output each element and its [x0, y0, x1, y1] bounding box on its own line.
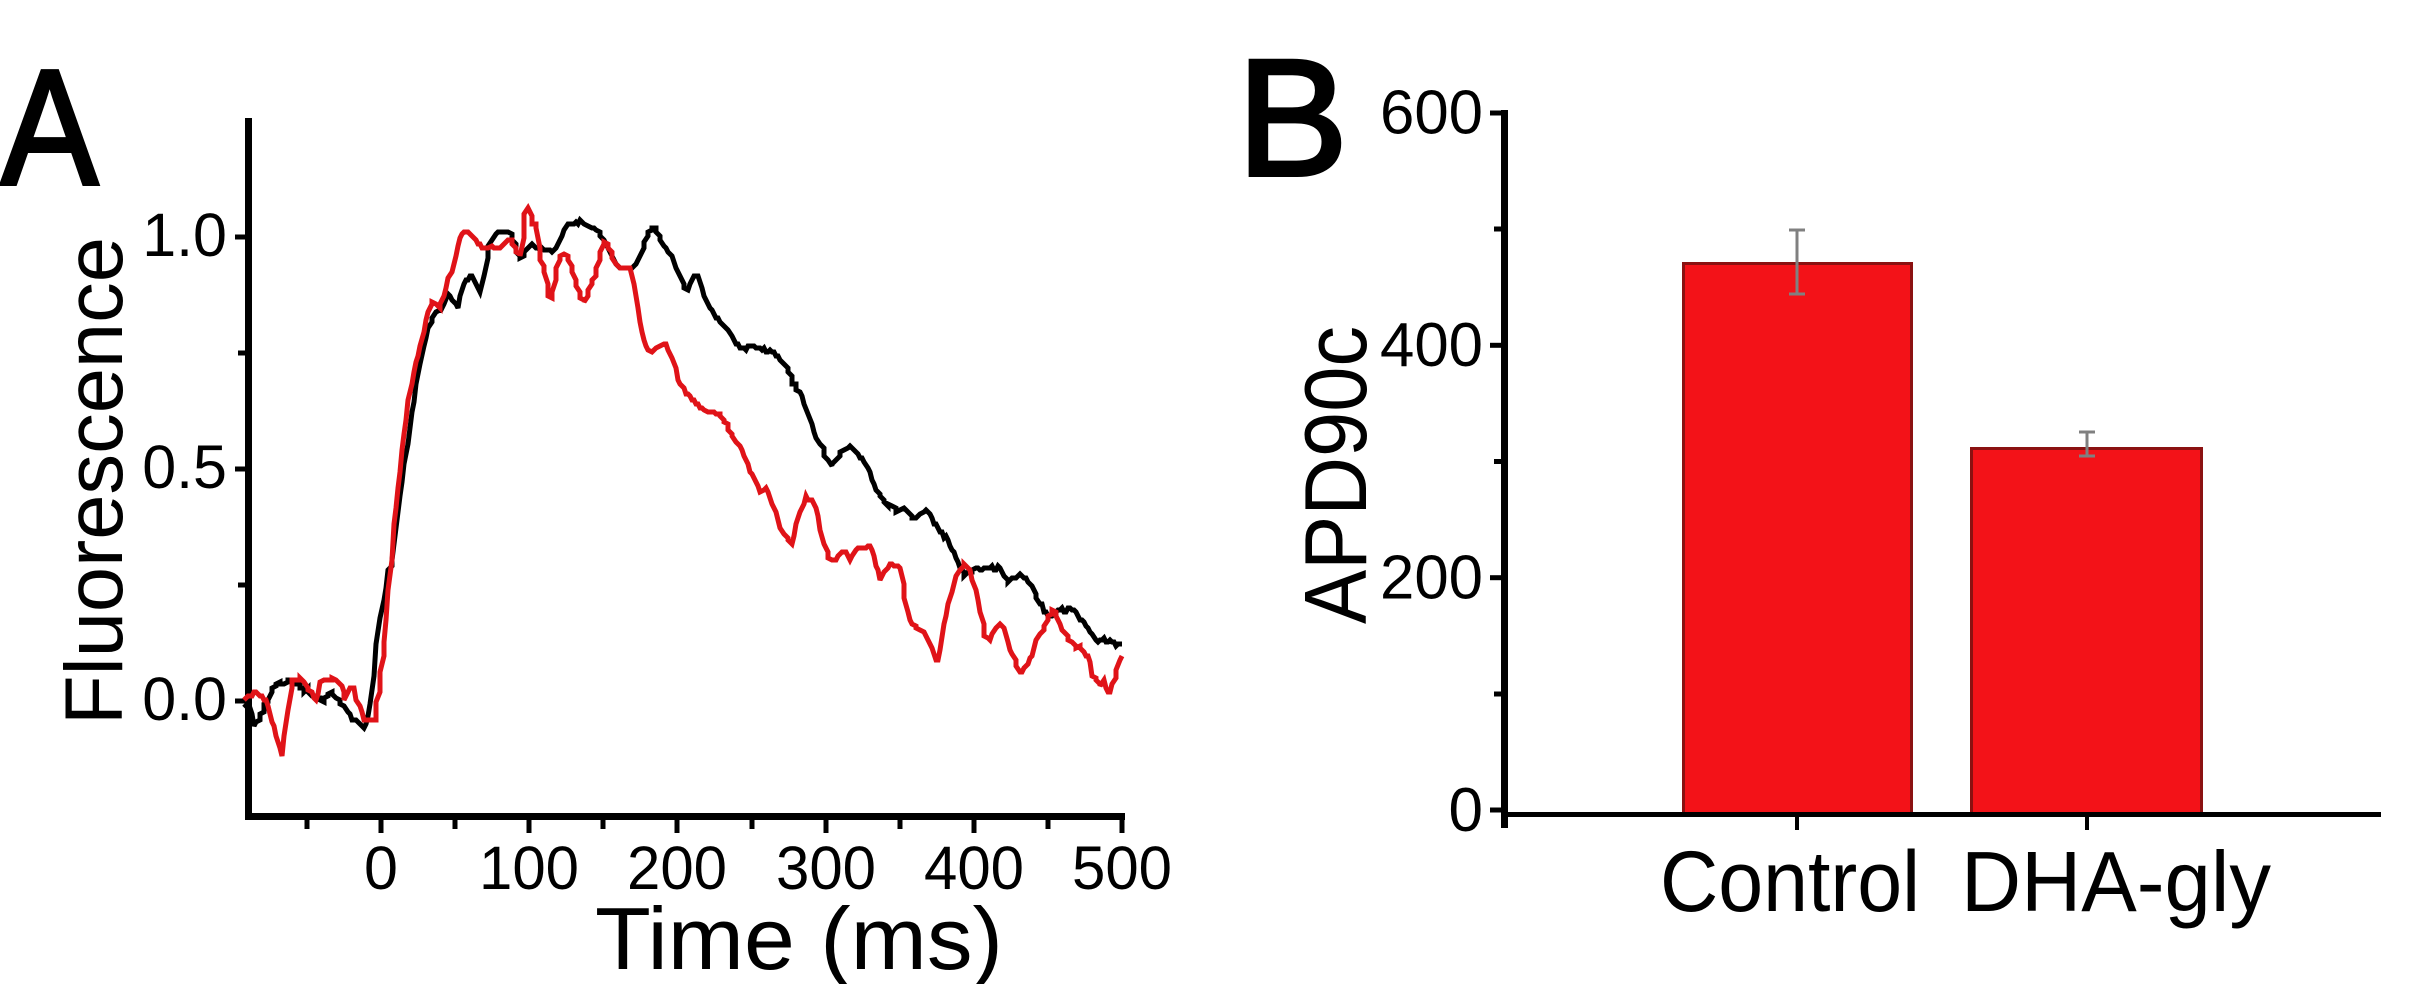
svg-text:DHA-gly: DHA-gly [1961, 835, 2271, 930]
svg-text:400: 400 [1380, 311, 1483, 380]
svg-text:0: 0 [1449, 776, 1483, 845]
svg-text:300: 300 [776, 834, 876, 902]
svg-text:200: 200 [627, 834, 727, 902]
svg-text:400: 400 [924, 834, 1024, 902]
svg-text:500: 500 [1072, 834, 1172, 902]
svg-text:0.5: 0.5 [142, 433, 227, 501]
svg-text:APD90c: APD90c [1286, 326, 1385, 624]
svg-text:200: 200 [1380, 544, 1483, 613]
svg-text:B: B [1237, 26, 1348, 211]
svg-text:0: 0 [364, 834, 398, 902]
svg-text:Fluorescence: Fluorescence [49, 237, 140, 725]
svg-text:Control: Control [1660, 834, 1920, 930]
svg-text:1.0: 1.0 [142, 201, 227, 269]
svg-text:100: 100 [479, 834, 579, 902]
svg-text:600: 600 [1380, 79, 1483, 148]
svg-text:A: A [1, 36, 99, 219]
svg-text:Time (ms): Time (ms) [595, 889, 1003, 984]
svg-text:0.0: 0.0 [142, 665, 227, 733]
